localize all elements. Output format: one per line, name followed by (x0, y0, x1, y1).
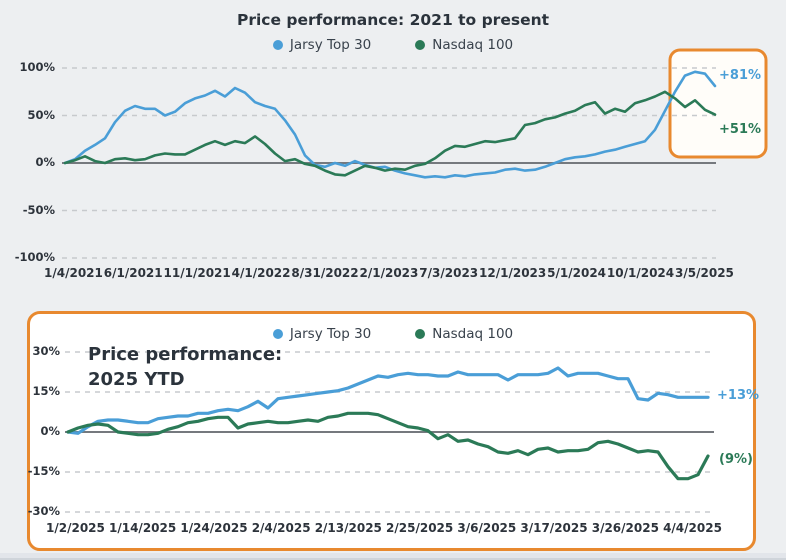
x-tick-label: 1/14/2025 (109, 521, 176, 535)
top-chart-x-axis: 1/4/20216/1/202111/1/20214/1/20228/31/20… (44, 266, 734, 280)
nasdaq-legend-dot-icon (415, 40, 425, 50)
y-tick-label: -30% (28, 504, 60, 518)
bottom-edge-divider (0, 553, 786, 560)
ytd-chart-legend: Jarsy Top 30 Nasdaq 100 (0, 326, 786, 342)
x-tick-label: 10/1/2024 (607, 266, 674, 280)
jarsy-legend-label: Jarsy Top 30 (290, 37, 371, 53)
x-tick-label: 2/1/2023 (360, 266, 419, 280)
price-performance-dashboard: Price performance: 2021 to present Jarsy… (0, 0, 786, 560)
x-tick-label: 3/5/2025 (675, 266, 734, 280)
ytd-chart-x-axis: 1/2/2025 1/14/2025 1/24/2025 2/4/2025 2/13/2… (46, 521, 722, 535)
legend-item-jarsy-top: Jarsy Top 30 (273, 37, 371, 53)
legend-item-jarsy-ytd: Jarsy Top 30 (273, 326, 371, 342)
jarsy-legend-label: Jarsy Top 30 (290, 326, 371, 342)
nasdaq-end-value-top: +51% (719, 122, 761, 137)
y-tick-label: 15% (32, 384, 60, 398)
x-tick-label: 3/26/2025 (592, 521, 659, 535)
x-tick-label: 11/1/2021 (164, 266, 231, 280)
top-chart-legend: Jarsy Top 30 Nasdaq 100 (0, 37, 786, 53)
legend-item-nasdaq-top: Nasdaq 100 (415, 37, 513, 53)
ytd-title-line-1: Price performance: (88, 342, 282, 367)
x-tick-label: 3/6/2025 (457, 521, 516, 535)
x-tick-label: 5/1/2024 (547, 266, 606, 280)
y-tick-label: 30% (32, 344, 60, 358)
x-tick-label: 3/17/2025 (520, 521, 587, 535)
top-chart-title: Price performance: 2021 to present (0, 11, 786, 29)
legend-item-nasdaq-ytd: Nasdaq 100 (415, 326, 513, 342)
y-tick-label: 100% (19, 60, 55, 74)
x-tick-label: 1/4/2021 (44, 266, 103, 280)
jarsy-legend-dot-icon (273, 329, 283, 339)
x-tick-label: 8/31/2022 (291, 266, 358, 280)
x-tick-label: 4/4/2025 (663, 521, 722, 535)
y-tick-label: 0% (40, 424, 60, 438)
x-tick-label: 1/24/2025 (180, 521, 247, 535)
y-tick-label: -50% (23, 203, 55, 217)
x-tick-label: 7/3/2023 (419, 266, 478, 280)
nasdaq-end-value-ytd: (9%) (719, 452, 753, 467)
x-tick-label: 4/1/2022 (232, 266, 291, 280)
x-tick-label: 2/13/2025 (315, 521, 382, 535)
ytd-chart-title: Price performance: 2025 YTD (88, 342, 282, 392)
x-tick-label: 6/1/2021 (104, 266, 163, 280)
nasdaq-legend-label: Nasdaq 100 (432, 37, 513, 53)
y-tick-label: 0% (35, 155, 55, 169)
jarsy-end-value-top: +81% (719, 68, 761, 83)
jarsy-legend-dot-icon (273, 40, 283, 50)
ytd-title-line-2: 2025 YTD (88, 367, 282, 392)
y-tick-label: -15% (28, 464, 60, 478)
y-tick-label: -100% (15, 250, 55, 264)
x-tick-label: 2/25/2025 (386, 521, 453, 535)
x-tick-label: 2/4/2025 (252, 521, 311, 535)
nasdaq-legend-label: Nasdaq 100 (432, 326, 513, 342)
x-tick-label: 1/2/2025 (46, 521, 105, 535)
jarsy-end-value-ytd: +13% (717, 388, 759, 403)
nasdaq-legend-dot-icon (415, 329, 425, 339)
y-tick-label: 50% (27, 108, 55, 122)
charts-canvas (0, 0, 786, 560)
x-tick-label: 12/1/2023 (479, 266, 546, 280)
